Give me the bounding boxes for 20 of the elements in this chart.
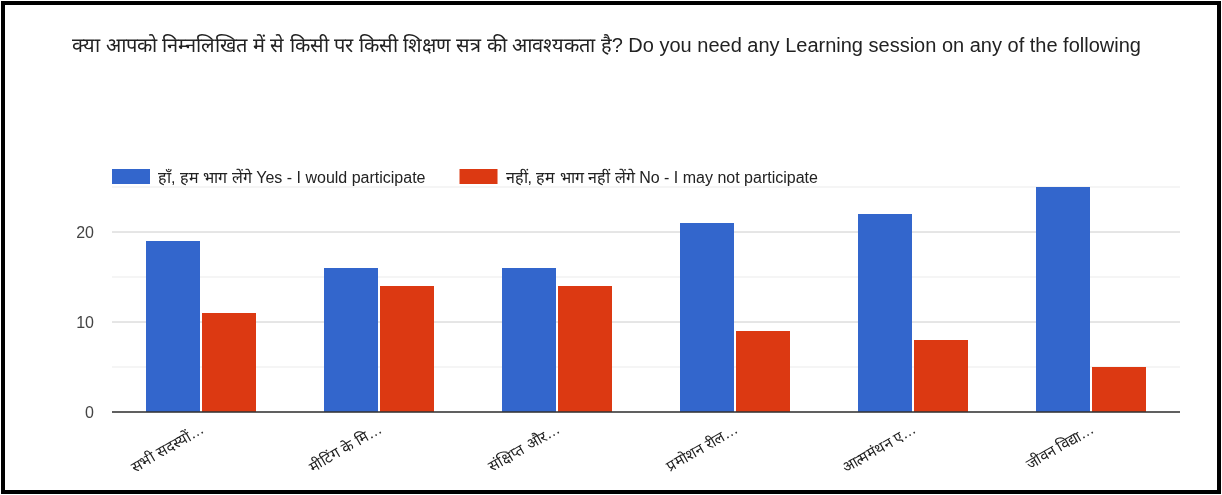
bar [146,241,200,412]
x-tick-label: मीटिंग के मि… [305,419,385,476]
bar [858,214,912,412]
legend-label: नहीं, हम भाग नहीं लेंगे No - I may not participate [505,168,819,186]
bar [914,340,968,412]
legend-label: हाँ, हम भाग लेंगे Yes - I would participate [158,168,426,186]
bar [380,286,434,412]
chart-title: क्या आपको निम्नलिखित में से किसी पर किसी शिक्षण सत्र की आवश्यकता है? Do you need any Learning session on any of the following [72,34,1141,56]
bar [324,268,378,412]
y-tick-label: 20 [76,224,95,241]
bar [202,313,256,412]
bar [502,268,556,412]
bar [680,223,734,412]
x-tick-label: जीवन विद्या… [1022,419,1097,473]
y-tick-label: 10 [76,314,95,331]
y-tick-label: 0 [85,404,95,421]
bar [558,286,612,412]
bar [736,331,790,412]
bar [1036,187,1090,412]
bar [1092,367,1146,412]
